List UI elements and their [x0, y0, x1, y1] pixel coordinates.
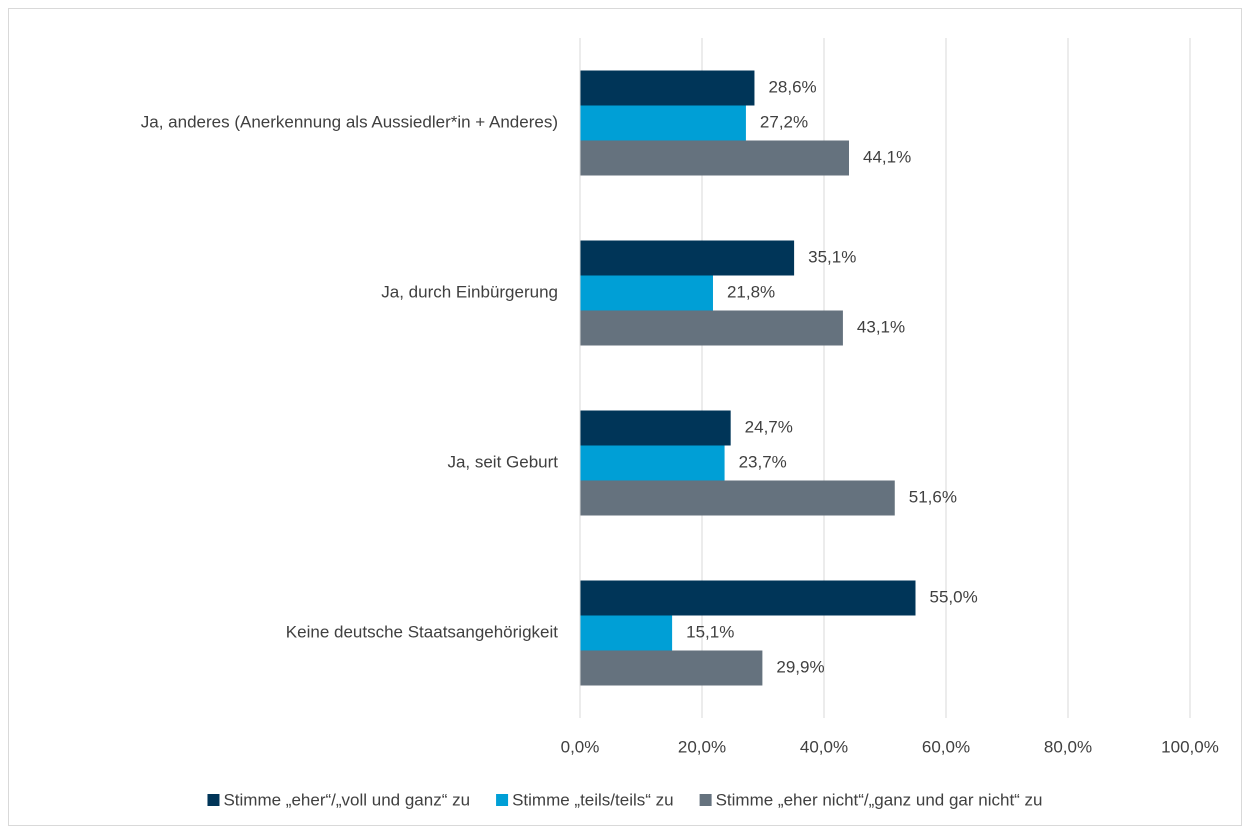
data-label: 55,0% — [930, 587, 978, 606]
data-label: 24,7% — [745, 417, 793, 436]
x-tick-label: 40,0% — [800, 737, 848, 756]
data-label: 44,1% — [863, 147, 911, 166]
y-tick-label: Ja, durch Einbürgerung — [381, 282, 558, 301]
y-tick-label: Ja, anderes (Anerkennung als Aussiedler*… — [141, 112, 558, 131]
x-tick-label: 80,0% — [1044, 737, 1092, 756]
legend-label: Stimme „eher nicht“/„ganz und gar nicht“… — [716, 790, 1043, 809]
bar — [580, 275, 713, 311]
bar — [580, 310, 843, 346]
bar — [580, 410, 731, 446]
data-label: 27,2% — [760, 112, 808, 131]
bar — [580, 240, 795, 276]
data-label: 21,8% — [727, 282, 775, 301]
x-tick-label: 60,0% — [922, 737, 970, 756]
y-tick-label: Keine deutsche Staatsangehörigkeit — [286, 622, 558, 641]
legend-label: Stimme „eher“/„voll und ganz“ zu — [223, 790, 470, 809]
x-tick-label: 100,0% — [1161, 737, 1219, 756]
data-label: 35,1% — [808, 247, 856, 266]
bar — [580, 615, 673, 651]
data-label: 29,9% — [776, 657, 824, 676]
bar — [580, 70, 755, 106]
y-tick-label: Ja, seit Geburt — [447, 452, 558, 471]
data-label: 15,1% — [686, 622, 734, 641]
legend-swatch — [699, 794, 712, 806]
legend-swatch — [207, 794, 220, 806]
x-tick-label: 20,0% — [678, 737, 726, 756]
bar — [580, 580, 916, 616]
bar — [580, 140, 850, 176]
data-label: 23,7% — [739, 452, 787, 471]
data-label: 28,6% — [768, 77, 816, 96]
data-label: 51,6% — [909, 487, 957, 506]
bar — [580, 480, 895, 516]
legend-label: Stimme „teils/teils“ zu — [512, 790, 674, 809]
bar — [580, 105, 746, 141]
x-tick-label: 0,0% — [561, 737, 600, 756]
bar — [580, 445, 725, 481]
data-label: 43,1% — [857, 317, 905, 336]
bar — [580, 650, 763, 686]
legend-swatch — [496, 794, 509, 806]
